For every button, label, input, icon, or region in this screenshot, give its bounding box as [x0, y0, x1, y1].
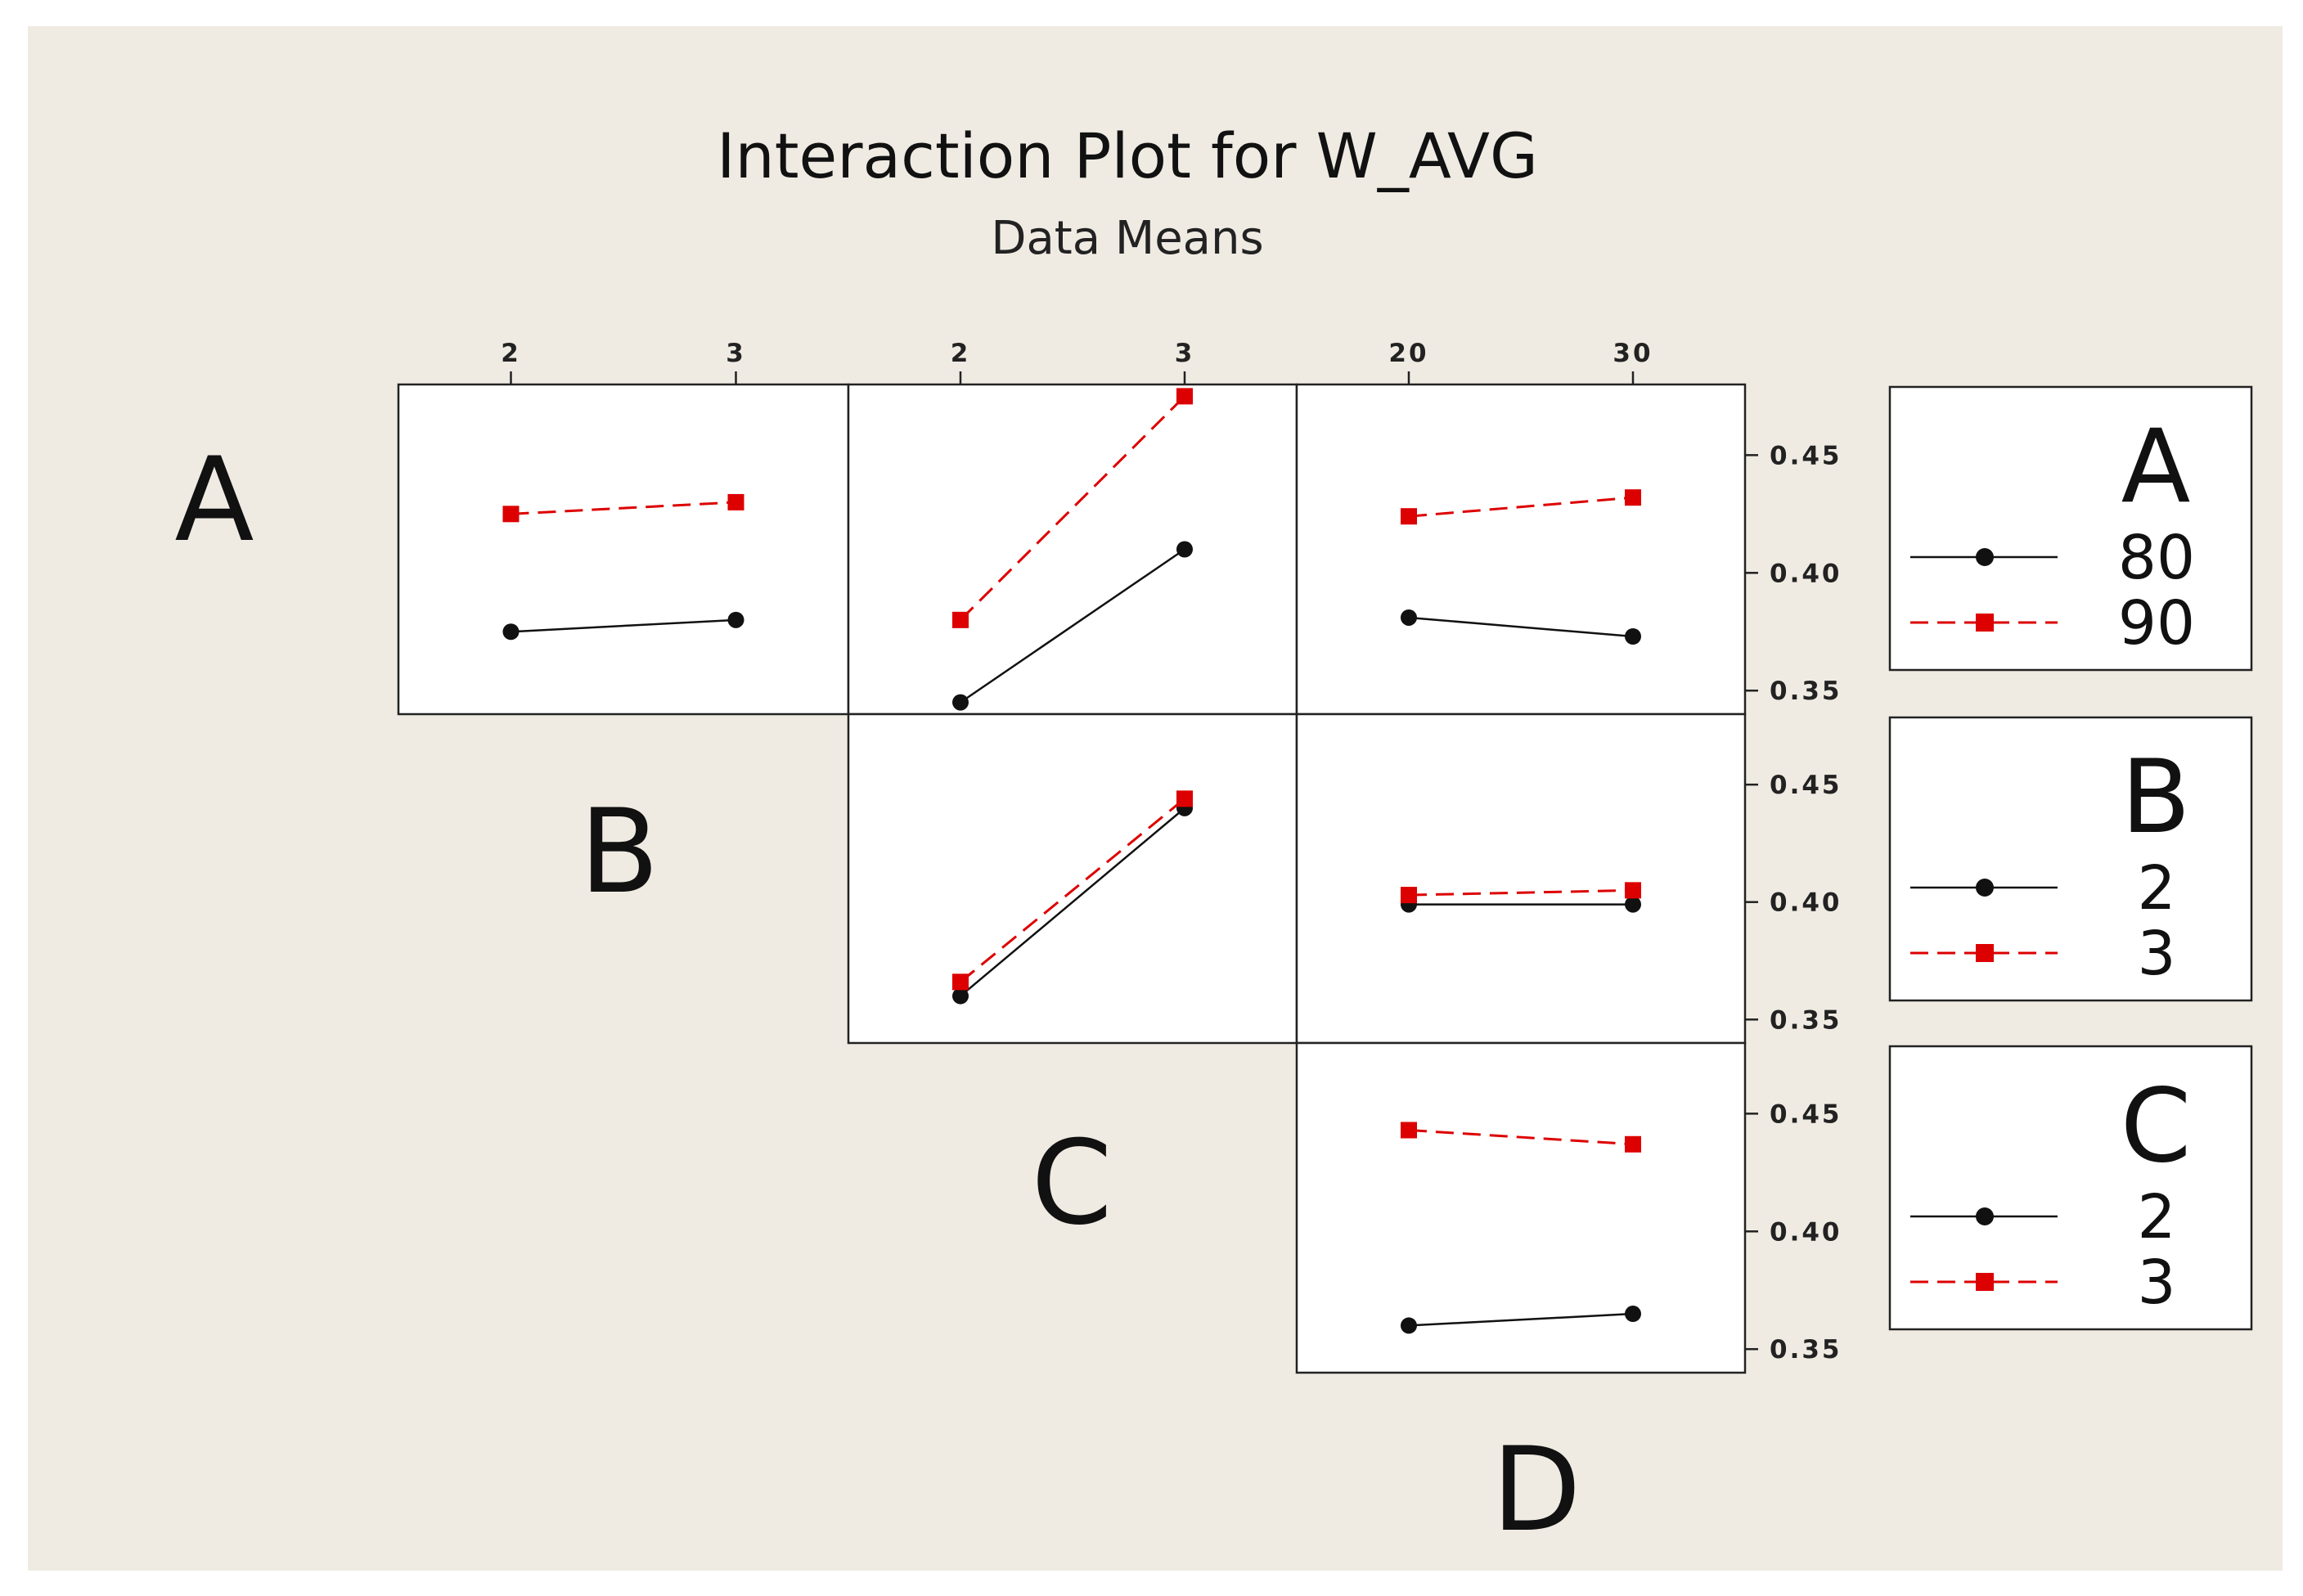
data-point-C-3-vs-D: [1625, 1135, 1641, 1153]
panel-frame-A-by-C: [847, 383, 1298, 716]
x-tick-label: 3: [1175, 339, 1195, 368]
factor-label-C: C: [1031, 1116, 1112, 1251]
legend-level-A-90: 90: [2118, 588, 2195, 659]
series-line-C-2-vs-D: [1408, 1312, 1634, 1327]
legend-title-C: C: [2121, 1068, 2192, 1185]
legend-level-B-2: 2: [2137, 853, 2175, 924]
data-point-A-80-vs-C: [952, 694, 969, 711]
series-line-B-3-vs-D: [1408, 888, 1634, 897]
data-point-C-2-vs-D: [1625, 1306, 1641, 1323]
series-line-A-80-vs-C: [960, 548, 1185, 704]
data-point-A-80-vs-D: [1625, 628, 1641, 645]
data-point-C-3-vs-D: [1401, 1122, 1417, 1139]
data-point-A-80-vs-C: [1176, 541, 1193, 558]
series-line-B-2-vs-C: [960, 807, 1185, 997]
legend-level-B-3: 3: [2137, 919, 2175, 989]
legend-marker-C-3: [1976, 1273, 1994, 1291]
data-point-B-2-vs-D: [1625, 896, 1641, 913]
series-line-A-80-vs-B: [511, 618, 736, 633]
legend-level-C-3: 3: [2137, 1248, 2175, 1318]
legend-level-A-80: 80: [2118, 523, 2195, 593]
data-point-A-80-vs-B: [502, 623, 520, 641]
x-tick-label: 20: [1388, 339, 1428, 368]
panel-frame-A-by-B: [397, 383, 850, 716]
data-point-B-3-vs-D: [1625, 882, 1641, 899]
panel-frame-B-by-C: [847, 713, 1298, 1045]
x-tick-label: 2: [951, 339, 971, 368]
data-point-B-3-vs-C: [952, 973, 969, 991]
factor-label-D: D: [1491, 1423, 1581, 1558]
y-tick-label: 0.40: [1770, 559, 1842, 588]
legend-box-C: [1888, 1045, 2253, 1331]
series-line-A-90-vs-B: [511, 501, 736, 515]
legend-marker-B-2: [1976, 879, 1994, 897]
legend-title-B: B: [2121, 739, 2190, 856]
legend-marker-A-90: [1976, 614, 1994, 632]
y-tick-label: 0.40: [1770, 1217, 1842, 1247]
y-tick-label: 0.35: [1770, 677, 1842, 706]
factor-label-B: B: [579, 785, 659, 919]
data-point-B-3-vs-D: [1401, 887, 1417, 904]
data-point-A-80-vs-B: [727, 611, 744, 628]
legend-box-B: [1888, 716, 2253, 1002]
y-tick-label: 0.40: [1770, 888, 1842, 918]
legend-title-A: A: [2121, 408, 2191, 526]
legend-marker-A-80: [1976, 548, 1994, 566]
y-tick-label: 0.45: [1770, 1099, 1842, 1129]
series-line-C-3-vs-D: [1408, 1129, 1634, 1146]
series-line-B-3-vs-C: [960, 798, 1185, 983]
legend-marker-B-3: [1976, 944, 1994, 962]
panel-frame-A-by-D: [1295, 383, 1747, 716]
y-tick-label: 0.45: [1770, 441, 1842, 470]
legend-marker-C-2: [1976, 1207, 1994, 1225]
data-point-A-90-vs-D: [1401, 508, 1417, 525]
chart-subtitle: Data Means: [991, 212, 1263, 265]
y-tick-label: 0.45: [1770, 771, 1842, 800]
series-line-A-80-vs-D: [1408, 616, 1634, 638]
series-line-A-90-vs-D: [1408, 496, 1634, 518]
y-tick-label: 0.35: [1770, 1335, 1842, 1364]
data-point-C-2-vs-D: [1401, 1317, 1417, 1334]
data-point-B-3-vs-C: [1176, 790, 1193, 807]
data-point-A-90-vs-C: [1176, 388, 1193, 405]
data-point-A-80-vs-D: [1401, 609, 1417, 626]
data-point-A-90-vs-B: [502, 506, 520, 523]
x-tick-label: 3: [726, 339, 746, 368]
legend-level-C-2: 2: [2137, 1182, 2175, 1252]
x-tick-label: 2: [501, 339, 521, 368]
x-tick-label: 30: [1613, 339, 1653, 368]
y-tick-label: 0.35: [1770, 1005, 1842, 1035]
data-point-B-2-vs-C: [952, 987, 969, 1005]
panel-frame-C-by-D: [1295, 1041, 1747, 1374]
chart-title: Interaction Plot for W_AVG: [717, 119, 1538, 192]
panel-frame-B-by-D: [1295, 713, 1747, 1045]
data-point-A-90-vs-D: [1625, 489, 1641, 506]
data-point-A-90-vs-C: [952, 611, 969, 628]
data-point-A-90-vs-B: [727, 493, 744, 510]
legend-box-A: [1888, 385, 2253, 672]
factor-label-A: A: [174, 433, 254, 568]
